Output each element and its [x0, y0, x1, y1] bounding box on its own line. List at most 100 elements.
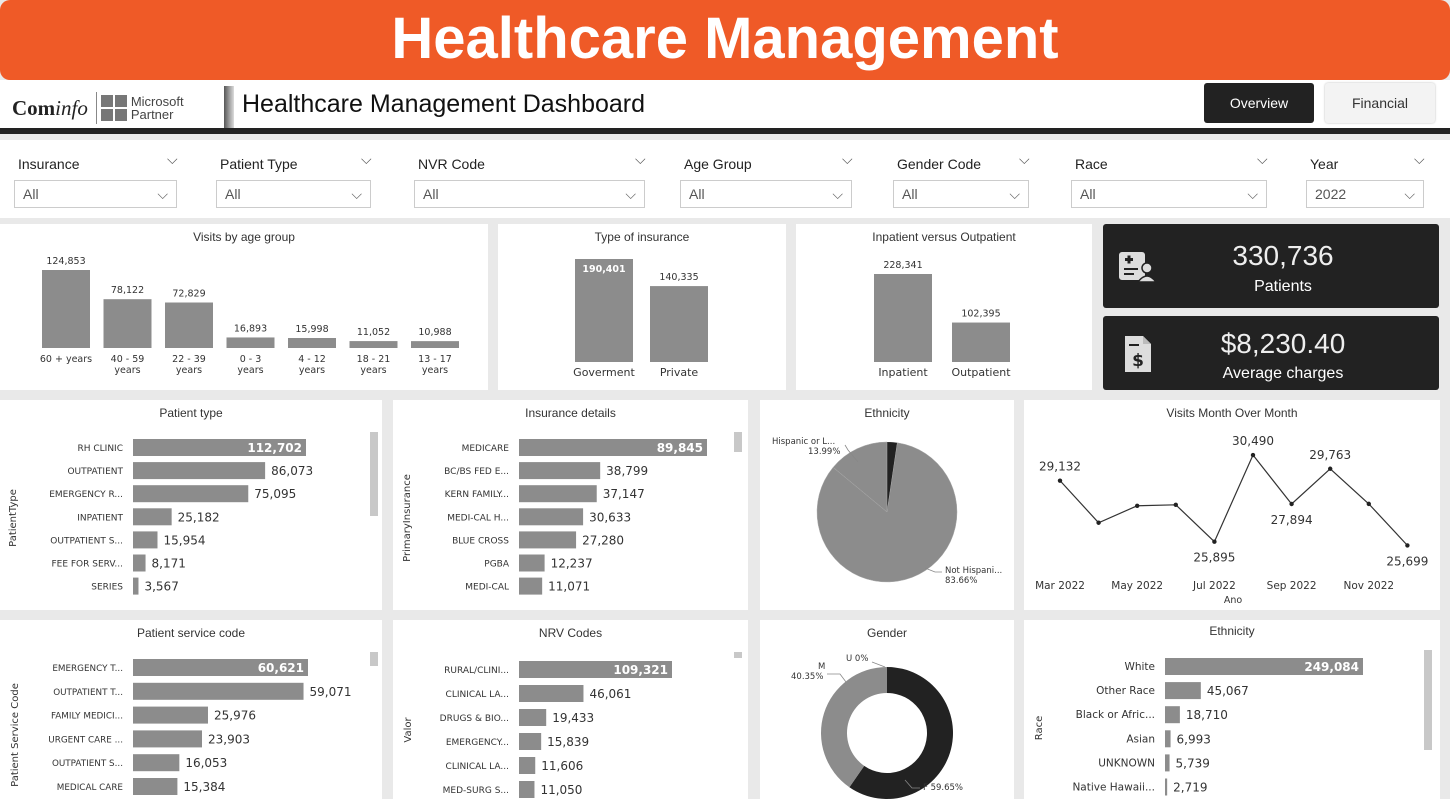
svg-ptype-category-label: RH CLINIC [77, 444, 123, 454]
svg-ptype-bar [133, 577, 139, 595]
svg-age-data-label: 72,829 [172, 289, 205, 300]
chevron-down-icon[interactable]: ⌵ [1009, 186, 1020, 202]
svg-psc-data-label: 25,976 [214, 709, 256, 723]
overview-button[interactable]: Overview [1204, 83, 1314, 123]
svg-ptype-category-label: FEE FOR SERV... [51, 560, 123, 570]
chevron-down-icon[interactable]: ⌵ [361, 152, 372, 168]
svg-ptype-data-label: 86,073 [271, 464, 313, 478]
svg-ptype-bar [133, 508, 172, 526]
inpatient-outpatient-chart: 228,341 Inpatient 102,395 Outpatient [874, 260, 1011, 379]
svg-age-bar [349, 341, 398, 348]
svg-nrv-data-label: 15,839 [547, 735, 589, 749]
race-scrollbar[interactable] [1424, 650, 1432, 750]
chevron-down-icon[interactable]: ⌵ [625, 186, 636, 202]
ethnicity-hispanic-label: Hispanic or L... [772, 437, 835, 447]
nvr-code-select[interactable]: All ⌵ [414, 180, 645, 208]
svg-age-data-label: 78,122 [111, 285, 144, 296]
age-group-filter-label: Age Group [684, 156, 752, 172]
chevron-down-icon[interactable]: ⌵ [1404, 186, 1415, 202]
svg-age-category-label: years [237, 365, 263, 376]
visits-point [1057, 478, 1063, 483]
chevron-down-icon[interactable]: ⌵ [832, 186, 843, 202]
visits-point [1328, 466, 1333, 471]
svg-ptype-data-label: 15,954 [163, 533, 205, 547]
gender-card: Gender U 0% M 40.35% F 59.65% [760, 620, 1014, 799]
insurance-select-value: All [23, 186, 39, 202]
svg-nrv-data-label: 11,606 [541, 759, 583, 773]
svg-psc-category-label: URGENT CARE ... [48, 735, 123, 745]
year-select[interactable]: 2022 ⌵ [1306, 180, 1424, 208]
x-tick-label: Nov 2022 [1344, 580, 1395, 592]
race-select[interactable]: All ⌵ [1071, 180, 1267, 208]
svg-age-category-label: years [176, 365, 202, 376]
svg-insdet-category-label: BC/BS FED E... [444, 467, 509, 477]
chevron-down-icon[interactable]: ⌵ [1257, 152, 1268, 168]
gender-donut-chart: U 0% M40.35% F 59.65% [791, 654, 963, 799]
chevron-down-icon[interactable]: ⌵ [1414, 152, 1425, 168]
svg-ptype-data-label: 75,095 [254, 487, 296, 501]
svg-ptype-data-label: 8,171 [152, 557, 186, 571]
logo-com-text: Com [12, 95, 56, 120]
svg-nrv-category-label: EMERGENCY... [446, 738, 509, 748]
svg-nrv-bar [519, 709, 547, 726]
insurance-details-scrollbar[interactable] [734, 432, 742, 452]
svg-age-category-label: years [360, 365, 386, 376]
patients-kpi-card: 330,736 Patients [1103, 224, 1439, 308]
chevron-down-icon[interactable]: ⌵ [1247, 186, 1258, 202]
chevron-down-icon[interactable]: ⌵ [351, 186, 362, 202]
visits-data-label: 25,895 [1193, 551, 1235, 565]
visits-data-label: 27,894 [1271, 513, 1313, 527]
svg-ptype-bar [133, 531, 158, 549]
svg-insdet-bar [519, 485, 597, 503]
chevron-down-icon[interactable]: ⌵ [635, 152, 646, 168]
patient-type-card: Patient type PatientType RH CLINIC 112,702… [0, 400, 382, 610]
nrv-codes-chart: Valor RURAL/CLINI... 109,321 CLINICAL LA...… [403, 661, 672, 798]
svg-age-data-label: 15,998 [295, 324, 328, 335]
svg-ptype-bar [133, 439, 306, 456]
patient-id-icon [1119, 252, 1157, 283]
insurance-select[interactable]: All ⌵ [14, 180, 177, 208]
microsoft-logo-icon [100, 95, 127, 121]
svg-psc-category-label: OUTPATIENT T... [53, 688, 123, 698]
ethnicity-hispanic-slice [832, 441, 888, 513]
svg-psc-data-label: 15,384 [183, 780, 225, 794]
chevron-down-icon[interactable]: ⌵ [842, 152, 853, 168]
age-group-select[interactable]: All ⌵ [680, 180, 852, 208]
svg-nrv-category-label: DRUGS & BIO... [440, 714, 509, 724]
patient-type-scrollbar[interactable] [370, 432, 378, 516]
svg-ptype-axis-title: PatientType [8, 489, 19, 547]
chevron-down-icon[interactable]: ⌵ [1019, 152, 1030, 168]
type-of-insurance-title: Type of insurance [594, 230, 690, 244]
x-tick-label: Mar 2022 [1035, 580, 1085, 592]
leader-line [924, 567, 942, 573]
svg-age-category-label: 4 - 12 [298, 354, 326, 365]
patient-service-code-scrollbar[interactable] [370, 652, 378, 666]
average-charges-value: $8,230.40 [1220, 328, 1346, 359]
svg-nrv-data-label: 46,061 [589, 687, 631, 701]
dashboard-header: Com info Microsoft Partner Healthcare Mana… [0, 80, 1450, 134]
chevron-down-icon[interactable]: ⌵ [167, 152, 178, 168]
leader-line [844, 444, 859, 463]
svg-age-category-label: 60 + years [40, 354, 92, 365]
visits-point [1366, 501, 1371, 507]
svg-psc-category-label: EMERGENCY T... [52, 664, 123, 674]
chevron-down-icon[interactable]: ⌵ [157, 186, 168, 202]
svg-age-category-label: 22 - 39 [172, 354, 206, 365]
svg-race-axis-title: Race [1034, 716, 1045, 741]
microsoft-partner-text: Microsoft Partner [130, 94, 184, 122]
patient-type-select[interactable]: All ⌵ [216, 180, 371, 208]
average-charges-kpi-card: $ $8,230.40 Average charges [1103, 316, 1439, 390]
type-of-insurance-card: Type of insurance 190,401 Goverment 140,33… [498, 224, 786, 390]
nrv-codes-scrollbar[interactable] [734, 652, 742, 658]
svg-age-bar [42, 270, 90, 348]
race-card: Ethnicity Race White 249,084 Other Race 45,0… [1024, 620, 1440, 799]
svg-nrv-bar [519, 757, 536, 774]
svg-insdet-category-label: BLUE CROSS [452, 536, 509, 546]
svg-insdet-bar [519, 531, 577, 549]
svg-age-bar [226, 337, 275, 348]
financial-button[interactable]: Financial [1325, 83, 1435, 123]
gender-code-select[interactable]: All ⌵ [893, 180, 1029, 208]
svg-ptype-data-label: 112,702 [247, 441, 302, 455]
svg-nrv-bar [519, 661, 672, 678]
